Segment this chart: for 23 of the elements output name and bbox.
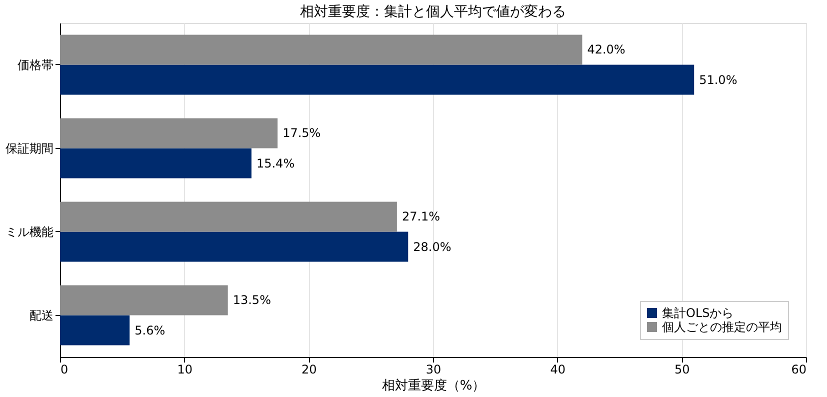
y-tick-label: ミル機能 bbox=[6, 224, 54, 239]
data-label: 27.1% bbox=[402, 210, 440, 224]
chart-title: 相対重要度：集計と個人平均で値が変わる bbox=[300, 4, 566, 20]
data-label: 51.0% bbox=[699, 72, 738, 87]
x-tick-label: 20 bbox=[302, 362, 317, 376]
data-label: 42.0% bbox=[587, 42, 626, 57]
legend-label: 集計OLSから bbox=[662, 306, 734, 320]
data-label: 13.5% bbox=[232, 293, 271, 308]
x-axis-title: 相対重要度（%） bbox=[382, 378, 486, 394]
y-tick-label: 配送 bbox=[30, 308, 54, 322]
x-tick-label: 30 bbox=[426, 362, 442, 376]
legend-label: 個人ごとの推定の平均 bbox=[662, 320, 782, 334]
x-tick-label: 50 bbox=[674, 362, 690, 376]
y-tick-label: 価格帯 bbox=[18, 58, 54, 72]
x-tick-label: 0 bbox=[60, 362, 68, 376]
y-tick-label: 保証期間 bbox=[6, 141, 54, 156]
data-label: 28.0% bbox=[413, 240, 452, 254]
data-label: 17.5% bbox=[282, 126, 321, 140]
x-tick-label: 40 bbox=[550, 362, 566, 376]
x-tick-label: 10 bbox=[177, 362, 192, 376]
data-label: 5.6% bbox=[134, 323, 166, 338]
data-label: 15.4% bbox=[256, 156, 295, 170]
x-tick-label: 60 bbox=[791, 362, 806, 376]
